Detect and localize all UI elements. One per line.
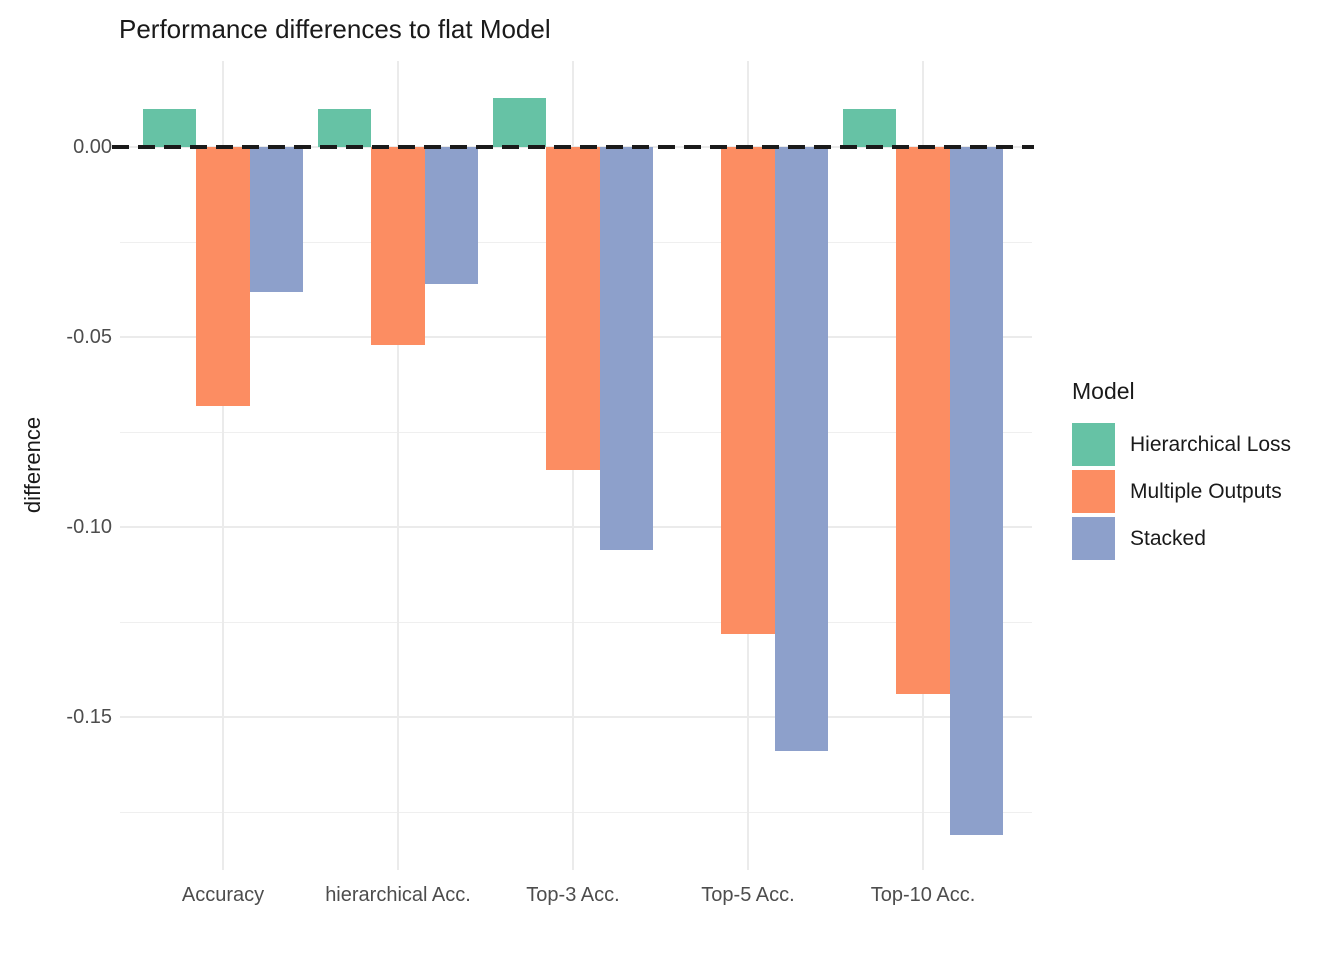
legend-title: Model [1072, 378, 1135, 404]
bar-hierarchical-loss [317, 109, 372, 148]
bar-stacked [949, 147, 1004, 836]
legend-items: Hierarchical Loss Multiple Outputs Stacked [1072, 423, 1291, 560]
gridline-major-y [120, 526, 1032, 529]
y-tick-label: 0.00 [73, 136, 112, 159]
y-tick-label: -0.15 [66, 706, 112, 729]
bar-multiple-outputs [546, 147, 600, 471]
x-tick-label: Accuracy [181, 884, 265, 906]
y-tick-label: -0.05 [66, 326, 112, 349]
gridline-minor-y [120, 621, 1032, 623]
bar-multiple-outputs [196, 147, 250, 406]
bar-stacked [424, 147, 479, 285]
legend: Model Hierarchical Loss Multiple Outputs S… [1072, 378, 1291, 564]
bar-hierarchical-loss [492, 97, 547, 148]
bar-multiple-outputs [371, 147, 425, 345]
legend-item-label: Multiple Outputs [1130, 479, 1282, 503]
bar-stacked [249, 147, 304, 292]
legend-key-swatch [1072, 517, 1115, 560]
gridline-major-y [120, 716, 1032, 719]
zero-reference-line [112, 145, 1034, 150]
plot-panel [112, 61, 1034, 870]
x-tick-label: Top-10 Acc. [870, 884, 976, 906]
legend-item: Multiple Outputs [1072, 470, 1291, 513]
y-tick-label: -0.10 [66, 516, 112, 539]
legend-key-swatch [1072, 470, 1115, 513]
gridline-major-x [222, 61, 224, 870]
gridline-major-x [397, 61, 399, 870]
chart-title: Performance differences to flat Model [119, 14, 551, 44]
bar-stacked [599, 147, 654, 551]
bar-multiple-outputs [721, 147, 775, 634]
legend-item-label: Hierarchical Loss [1130, 432, 1292, 456]
bar-hierarchical-loss [842, 109, 897, 148]
legend-key-swatch [1072, 423, 1115, 466]
x-tick-label: Top-5 Acc. [701, 884, 795, 906]
bar-stacked [774, 147, 829, 752]
bar-hierarchical-loss [142, 109, 197, 148]
legend-item-label: Stacked [1130, 526, 1206, 550]
legend-item: Stacked [1072, 517, 1291, 560]
x-tick-label: Top-3 Acc. [526, 884, 620, 906]
gridline-minor-y [120, 811, 1032, 813]
y-axis-title: difference [20, 416, 45, 514]
legend-item: Hierarchical Loss [1072, 423, 1291, 466]
x-tick-label: hierarchical Acc. [325, 884, 471, 906]
bar-multiple-outputs [896, 147, 950, 695]
